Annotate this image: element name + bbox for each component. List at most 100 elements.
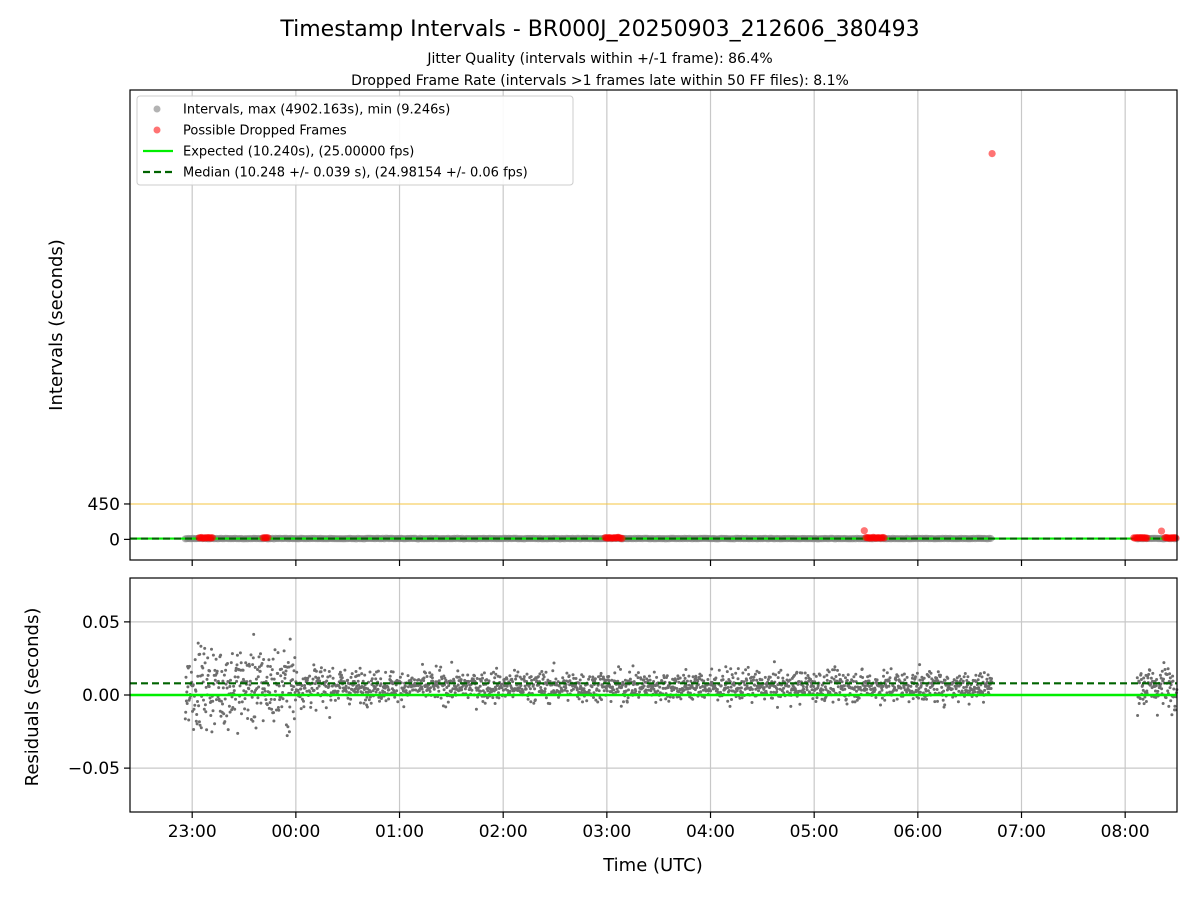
residual-point [434, 664, 438, 668]
residual-point [656, 689, 660, 693]
residual-point [191, 683, 195, 687]
x-tick-label: 04:00 [686, 822, 735, 842]
residual-point [314, 669, 318, 673]
residual-point [349, 675, 353, 679]
residual-point [201, 666, 205, 670]
residual-point [437, 679, 441, 683]
residual-point [478, 684, 482, 688]
residual-point [699, 690, 703, 694]
residual-point [593, 677, 597, 681]
residual-point [497, 696, 501, 700]
residual-point [939, 673, 942, 677]
residual-point [775, 690, 779, 694]
residual-point [719, 684, 723, 688]
residual-point [740, 696, 744, 700]
residual-point [438, 668, 442, 672]
residual-point [302, 699, 305, 703]
residual-point [713, 684, 717, 688]
residual-point [941, 698, 945, 702]
residual-point [343, 668, 347, 672]
residual-point [452, 679, 456, 683]
residual-point [616, 690, 620, 694]
residual-point [1141, 683, 1145, 687]
residual-point [535, 679, 539, 683]
residual-point [367, 698, 371, 702]
residual-point [272, 719, 276, 723]
residual-point [225, 686, 229, 690]
residual-point [252, 632, 256, 636]
residual-point [760, 678, 764, 682]
residual-point [1141, 697, 1145, 701]
residual-point [1160, 687, 1164, 691]
residual-point [303, 686, 307, 690]
residual-point [714, 676, 718, 680]
residual-point [1162, 661, 1166, 665]
residual-point [471, 677, 475, 681]
residual-point [253, 665, 257, 669]
residual-point [852, 679, 855, 683]
residual-point [312, 688, 316, 692]
residual-point [926, 689, 930, 693]
residual-point [363, 673, 367, 677]
residual-point [957, 689, 961, 693]
residual-point [578, 678, 582, 682]
residual-point [390, 691, 394, 695]
residual-point [678, 676, 682, 680]
residual-point [739, 686, 743, 690]
residual-point [236, 675, 240, 679]
residual-point [1141, 688, 1145, 692]
residual-point [529, 700, 533, 704]
residual-point [954, 687, 958, 691]
residual-point [628, 670, 632, 674]
residual-point [812, 672, 816, 676]
residual-point [765, 684, 769, 688]
residual-point [744, 668, 748, 672]
residual-point [845, 678, 849, 682]
residual-point [486, 696, 489, 700]
residual-point [500, 686, 504, 690]
dropped-frame-point [208, 534, 216, 542]
residual-point [378, 691, 382, 695]
residual-point [483, 691, 487, 695]
residual-point [386, 685, 390, 689]
chart-title: Timestamp Intervals - BR000J_20250903_21… [279, 17, 919, 42]
residual-point [428, 690, 432, 693]
residual-point [721, 678, 725, 682]
residual-point [238, 651, 242, 655]
residual-point [213, 722, 217, 726]
bottom-y-ticks: 0.05 0.00 −0.05 [68, 613, 130, 779]
residual-point [1173, 704, 1177, 708]
dropped-frame-point [264, 534, 272, 542]
residual-point [619, 667, 622, 671]
x-tick-label: 23:00 [168, 822, 217, 842]
residual-point [626, 696, 630, 700]
residual-point [240, 712, 243, 716]
residual-point [614, 690, 618, 694]
residual-point [677, 690, 681, 694]
residual-point [894, 676, 898, 680]
residual-point [679, 697, 683, 701]
residual-point [283, 673, 287, 676]
legend: Intervals, max (4902.163s), min (9.246s)… [136, 95, 574, 186]
top-y-ticks: 0 450 [88, 495, 130, 550]
residual-point [936, 670, 940, 674]
residual-point [595, 687, 599, 691]
residual-point [361, 679, 365, 683]
residual-point [410, 676, 414, 680]
residual-point [202, 652, 206, 656]
residual-point [605, 689, 609, 693]
residual-point [481, 700, 485, 703]
x-tick-label: 02:00 [479, 822, 528, 842]
residual-point [885, 671, 889, 675]
residual-point [234, 697, 237, 701]
residual-point [420, 687, 424, 691]
residual-point [402, 705, 406, 709]
residual-point [710, 667, 714, 671]
residual-point [815, 696, 819, 700]
residual-point [671, 695, 675, 699]
residual-point [424, 671, 427, 675]
residual-point [369, 701, 373, 705]
residual-point [226, 728, 230, 732]
residual-point [943, 678, 947, 682]
residual-point [234, 666, 238, 670]
